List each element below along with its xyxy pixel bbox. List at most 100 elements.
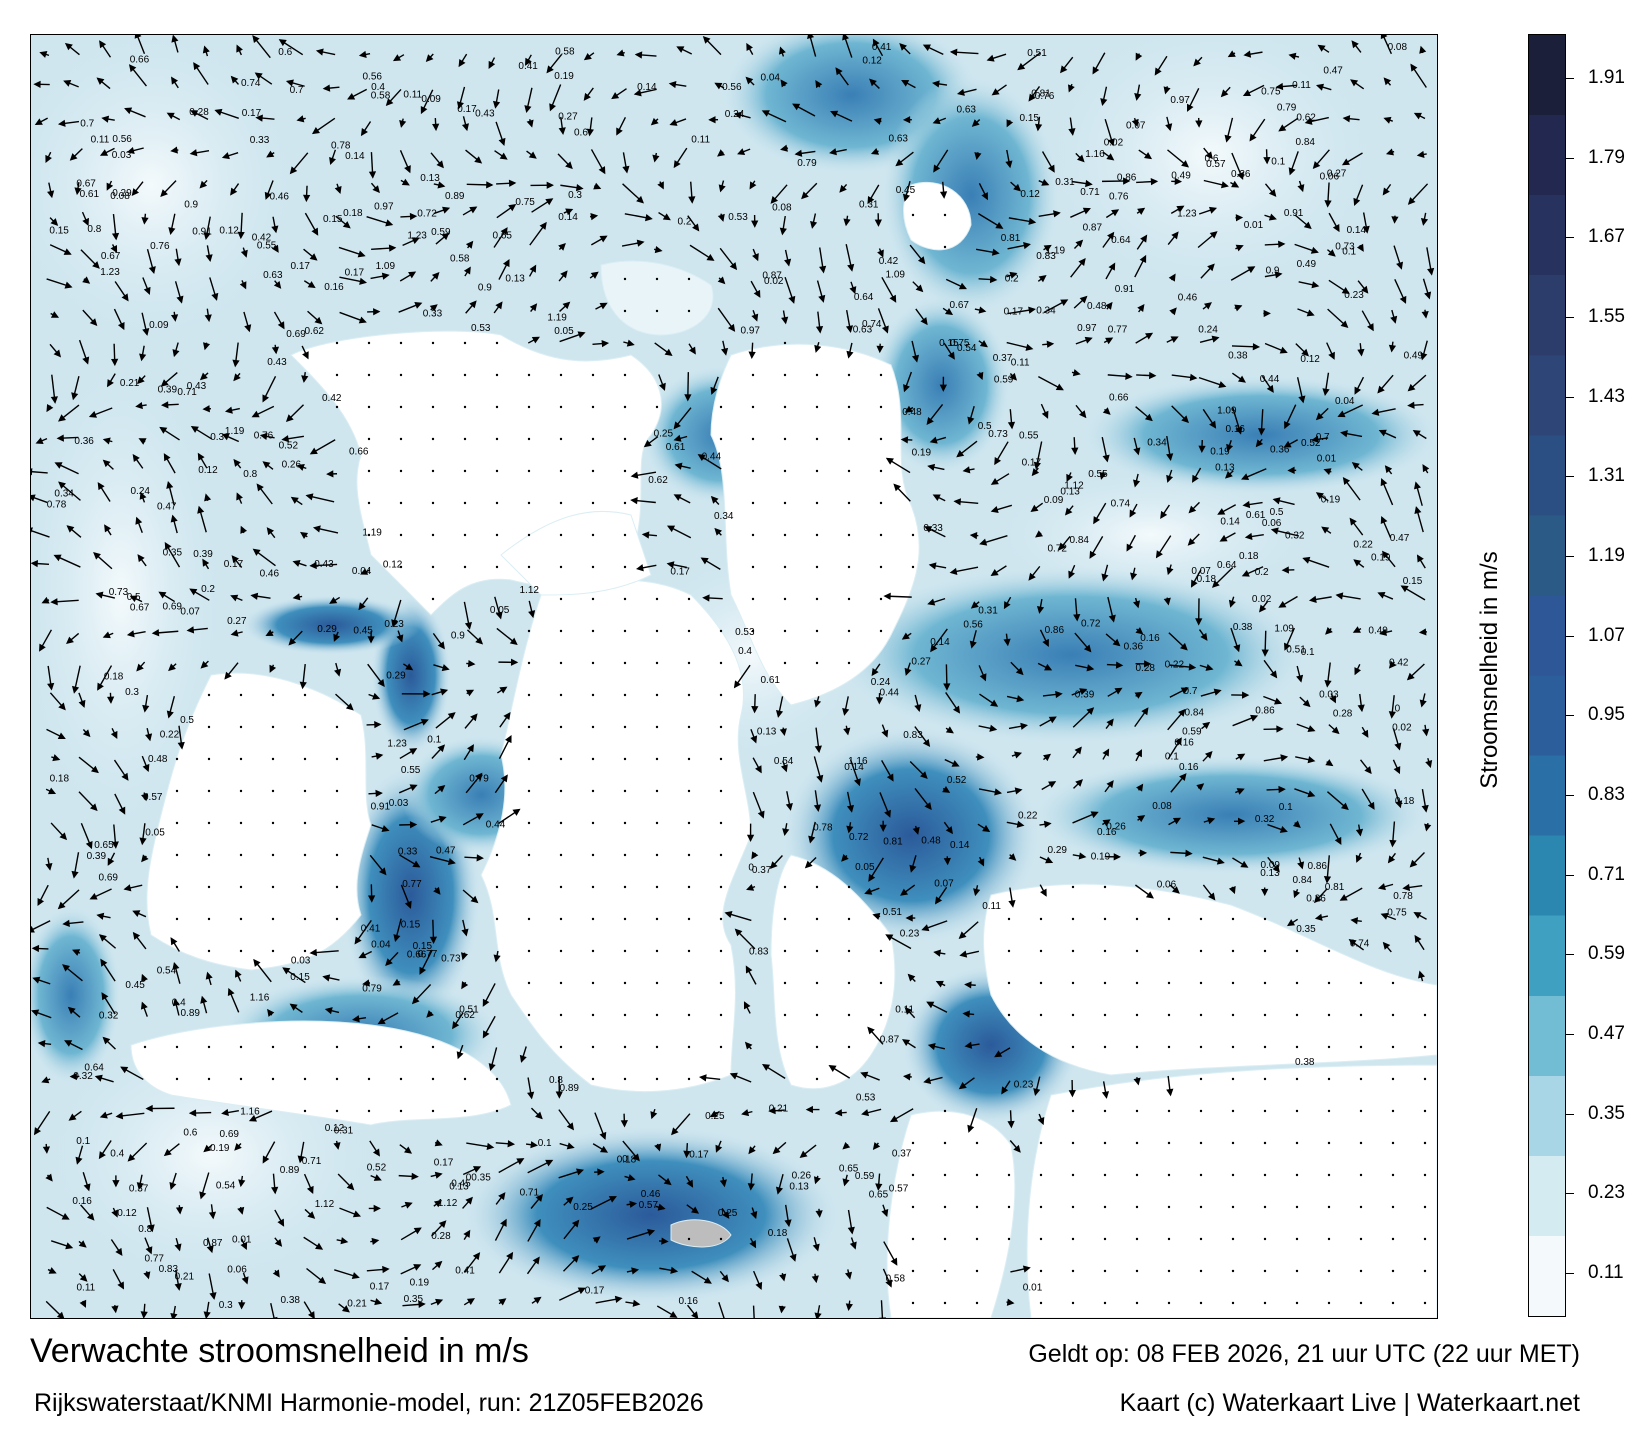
speed-label: 0.86: [1308, 861, 1328, 872]
flow-arrow-head: [666, 525, 676, 533]
grid-dot: [1263, 1045, 1267, 1049]
speed-label: 0.02: [1392, 723, 1412, 734]
flow-arrow-head: [1329, 695, 1337, 704]
speed-label: 0.62: [455, 1010, 475, 1021]
flow-arrow-head: [750, 735, 758, 744]
speed-label: 0.78: [331, 141, 351, 152]
flow-arrow-head: [307, 1311, 315, 1318]
grid-dot: [847, 533, 851, 537]
speed-label: 0.19: [554, 71, 574, 82]
grid-dot: [975, 1269, 979, 1273]
speed-label: 0.72: [1081, 619, 1101, 630]
flow-arrow-head: [106, 182, 114, 191]
grid-dot: [783, 501, 787, 505]
speed-label: 0.1: [427, 734, 441, 745]
flow-arrow-head: [845, 325, 854, 334]
flow-arrow-head: [1413, 912, 1422, 919]
flow-arrow-head: [1421, 310, 1429, 319]
flow-arrow-head: [1379, 628, 1388, 636]
flow-arrow-head: [190, 425, 199, 433]
speed-label: 0.19: [1371, 552, 1391, 563]
colorbar-tick-label: 0.23: [1588, 1182, 1625, 1204]
flow-arrow-head: [545, 1159, 554, 1167]
grid-dot: [367, 469, 371, 473]
flow-arrow-head: [933, 164, 941, 173]
grid-dot: [623, 277, 627, 281]
flow-arrow-head: [307, 281, 316, 289]
speed-label: 0.03: [291, 956, 311, 967]
speed-label: 1.09: [886, 269, 906, 280]
colorbar-tick-mark: [1566, 556, 1574, 557]
flow-arrow-head: [558, 243, 566, 251]
flow-arrow-head: [847, 263, 855, 272]
flow-arrow-head: [586, 128, 594, 137]
grid-dot: [623, 981, 627, 985]
speed-label: 0.67: [130, 603, 150, 614]
speed-label: 0.87: [203, 1238, 223, 1249]
current-speed-map[interactable]: 0.170.10.180.170.160.140.110.120.130.150…: [31, 35, 1437, 1318]
grid-dot: [271, 757, 275, 761]
flow-arrow-head: [1001, 1086, 1009, 1095]
flow-arrow-head: [170, 314, 179, 322]
flow-arrow-head: [658, 382, 666, 391]
flow-arrow-head: [1171, 231, 1179, 240]
flow-arrow-head: [1170, 336, 1179, 343]
grid-dot: [751, 373, 755, 377]
flow-arrow-head: [842, 1142, 851, 1150]
speed-label: 0.91: [371, 801, 391, 812]
grid-dot: [911, 533, 915, 537]
grid-dot: [879, 949, 883, 953]
flow-arrow-head: [372, 185, 380, 194]
speed-label: 0.16: [324, 282, 344, 293]
speed-label: 0.26: [1306, 894, 1326, 905]
speed-label: 0.15: [413, 941, 433, 952]
grid-dot: [559, 1013, 563, 1017]
flow-arrow-head: [903, 384, 910, 393]
flow-arrow-head: [90, 765, 99, 774]
speed-label: 0.6: [278, 47, 292, 58]
grid-dot: [911, 1269, 915, 1273]
speed-label: 0.64: [1217, 560, 1237, 571]
grid-dot: [1327, 1205, 1331, 1209]
flow-arrow-head: [545, 198, 554, 206]
flow-arrow-head: [830, 110, 839, 118]
grid-dot: [687, 1013, 691, 1017]
speed-label: 0.89: [560, 1083, 580, 1094]
speed-label: 0.52: [367, 1162, 387, 1173]
flow-arrow-head: [1235, 426, 1243, 435]
flow-arrow-head: [1043, 244, 1052, 252]
grid-dot: [1071, 1045, 1075, 1049]
flow-arrow-head: [778, 46, 786, 55]
flow-arrow-head: [982, 824, 991, 832]
flow-arrow-head: [464, 622, 473, 630]
flow-arrow-head: [392, 54, 402, 62]
flow-arrow-head: [360, 568, 369, 575]
speed-label: 0.36: [74, 436, 94, 447]
flow-arrow-head: [472, 1252, 481, 1261]
flow-arrow-head: [1216, 857, 1225, 865]
grid-dot: [623, 1045, 627, 1049]
speed-label: 0.14: [844, 762, 864, 773]
flow-arrow-head: [1016, 695, 1025, 703]
speed-label: 0.17: [242, 108, 262, 119]
flow-arrow-head: [31, 527, 33, 534]
speed-label: 0.17: [345, 268, 365, 279]
speed-label: 0.49: [1368, 626, 1388, 637]
flow-arrow-head: [813, 804, 822, 813]
flow-arrow-head: [872, 38, 880, 47]
flow-arrow-head: [874, 219, 882, 227]
flow-arrow-head: [48, 1267, 57, 1274]
speed-label: 0.56: [963, 620, 983, 631]
speed-label: 0.21: [347, 1299, 367, 1310]
grid-dot: [719, 853, 723, 857]
flow-arrow-head: [673, 494, 682, 501]
flow-arrow-head: [902, 1039, 911, 1047]
flow-arrow-head: [456, 1051, 464, 1060]
flow-arrow-head: [1276, 725, 1284, 733]
flow-arrow-head: [1394, 742, 1402, 751]
flow-arrow-head: [1144, 660, 1152, 668]
flow-arrow-head: [870, 147, 880, 155]
map-frame[interactable]: 0.17 0.1 0.18 0.17 0.16 0.14 0.11 0.12 0.13 0.15 0…: [30, 34, 1438, 1319]
speed-label: 0.45: [896, 185, 916, 196]
grid-dot: [815, 629, 819, 633]
